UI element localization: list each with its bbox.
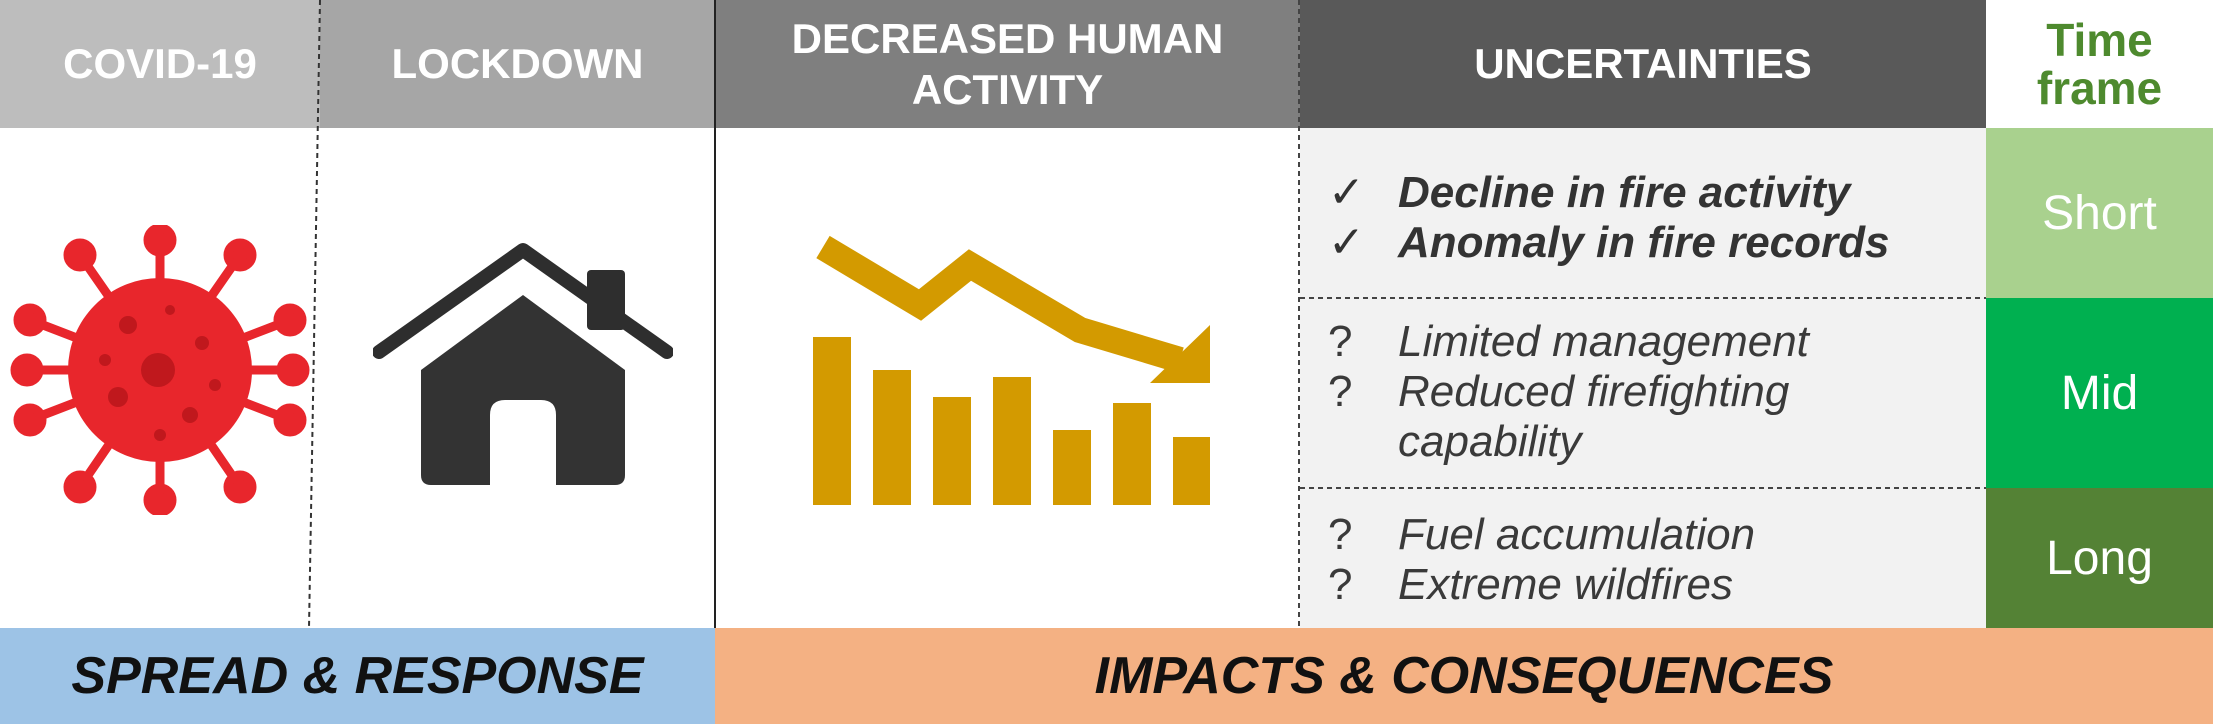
uncertainty-item: ✓ Anomaly in fire records bbox=[1328, 218, 1986, 268]
declining-bar-chart-icon bbox=[813, 235, 1210, 505]
uncertainty-text: Anomaly in fire records bbox=[1398, 218, 1890, 267]
uncertainty-item: ? Reduced firefighting capability bbox=[1328, 367, 1986, 467]
timeframe-mid: Mid bbox=[1986, 298, 2213, 488]
uncertainty-text: Limited management bbox=[1398, 317, 1809, 366]
question-mark-icon: ? bbox=[1328, 560, 1353, 609]
question-mark-icon: ? bbox=[1328, 510, 1353, 559]
header-decreased-line2: ACTIVITY bbox=[911, 66, 1104, 113]
uncertainty-text: Extreme wildfires bbox=[1398, 560, 1733, 609]
header-covid-label: COVID-19 bbox=[63, 40, 257, 88]
header-timeframe: Time frame bbox=[1986, 0, 2213, 128]
footer-impacts-consequences-label: IMPACTS & CONSEQUENCES bbox=[1094, 647, 1834, 705]
house-icon bbox=[373, 243, 673, 485]
question-mark-icon: ? bbox=[1328, 367, 1353, 416]
timeframe-short: Short bbox=[1986, 128, 2213, 298]
checkmark-icon: ✓ bbox=[1328, 218, 1365, 267]
uncertainty-text: Fuel accumulation bbox=[1398, 510, 1756, 559]
uncertainty-text: Reduced firefighting capability bbox=[1398, 367, 1790, 466]
uncertainty-item: ? Extreme wildfires bbox=[1328, 560, 1986, 610]
header-decreased-activity: DECREASED HUMAN ACTIVITY bbox=[715, 0, 1300, 128]
header-lockdown: LOCKDOWN bbox=[320, 0, 715, 128]
timeframe-mid-label: Mid bbox=[2060, 366, 2139, 420]
header-lockdown-label: LOCKDOWN bbox=[391, 40, 644, 88]
header-uncertainties-label: UNCERTAINTIES bbox=[1474, 40, 1812, 88]
uncertainty-row-short: ✓ Decline in fire activity ✓ Anomaly in … bbox=[1300, 148, 1986, 288]
virus-icon bbox=[10, 225, 310, 515]
header-covid: COVID-19 bbox=[0, 0, 320, 128]
uncertainty-text: Decline in fire activity bbox=[1398, 168, 1851, 217]
footer-spread-response-label: SPREAD & RESPONSE bbox=[71, 647, 644, 705]
uncertainty-item: ? Limited management bbox=[1328, 317, 1986, 367]
footer-impacts-consequences: IMPACTS & CONSEQUENCES bbox=[715, 628, 2213, 724]
uncertainties-panel bbox=[1300, 128, 1986, 628]
timeframe-long-label: Long bbox=[2046, 531, 2153, 585]
uncertainty-item: ✓ Decline in fire activity bbox=[1328, 168, 1986, 218]
timeframe-long: Long bbox=[1986, 488, 2213, 628]
header-uncertainties: UNCERTAINTIES bbox=[1300, 0, 1986, 128]
header-decreased-line1: DECREASED HUMAN bbox=[791, 14, 1224, 62]
uncertainty-row-long: ? Fuel accumulation ? Extreme wildfires bbox=[1300, 500, 1986, 620]
divider-covid-lockdown bbox=[308, 0, 321, 629]
header-timeframe-line2: frame bbox=[2036, 62, 2163, 114]
header-timeframe-line1: Time bbox=[2046, 13, 2153, 66]
uncertainty-item: ? Fuel accumulation bbox=[1328, 510, 1986, 560]
uncertainty-row-mid: ? Limited management ? Reduced firefight… bbox=[1300, 302, 1986, 482]
checkmark-icon: ✓ bbox=[1328, 168, 1365, 217]
timeframe-short-label: Short bbox=[2042, 186, 2157, 240]
question-mark-icon: ? bbox=[1328, 317, 1353, 366]
footer-spread-response: SPREAD & RESPONSE bbox=[0, 628, 715, 724]
